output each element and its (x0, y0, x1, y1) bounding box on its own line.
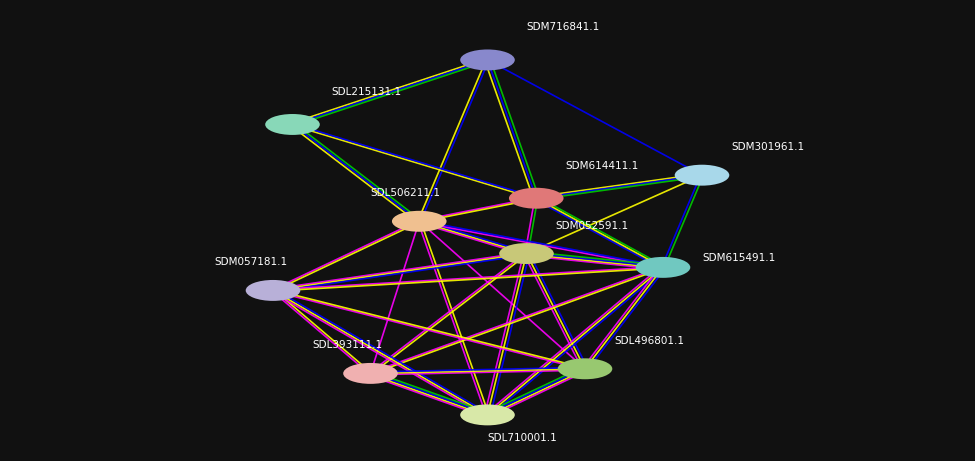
Ellipse shape (499, 243, 554, 264)
Ellipse shape (392, 211, 447, 232)
Ellipse shape (636, 257, 690, 278)
Ellipse shape (460, 49, 515, 71)
Ellipse shape (675, 165, 729, 186)
Ellipse shape (246, 280, 300, 301)
Text: SDM614411.1: SDM614411.1 (566, 160, 639, 171)
Text: SDM716841.1: SDM716841.1 (526, 22, 600, 32)
Text: SDM052591.1: SDM052591.1 (556, 220, 629, 230)
Text: SDL506211.1: SDL506211.1 (370, 188, 441, 198)
Text: SDL710001.1: SDL710001.1 (488, 432, 558, 443)
Text: SDL215131.1: SDL215131.1 (332, 87, 402, 97)
Ellipse shape (558, 358, 612, 379)
Ellipse shape (509, 188, 564, 209)
Ellipse shape (265, 114, 320, 135)
Ellipse shape (460, 404, 515, 426)
Ellipse shape (343, 363, 398, 384)
Text: SDM301961.1: SDM301961.1 (731, 142, 804, 152)
Text: SDM057181.1: SDM057181.1 (214, 257, 288, 267)
Text: SDM615491.1: SDM615491.1 (702, 253, 775, 263)
Text: SDL496801.1: SDL496801.1 (614, 336, 684, 346)
Text: SDL393111.1: SDL393111.1 (312, 340, 382, 350)
